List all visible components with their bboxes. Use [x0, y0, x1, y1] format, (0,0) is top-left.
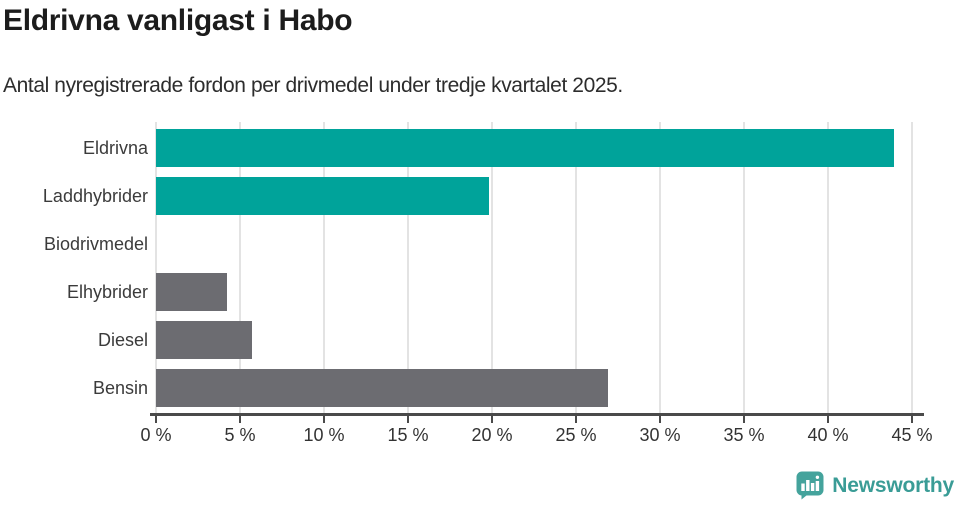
x-axis-line [150, 413, 924, 416]
x-axis-tick [323, 413, 325, 423]
y-axis-labels: Eldrivna Laddhybrider Biodrivmedel Elhybrid… [0, 124, 148, 412]
gridline [491, 122, 493, 413]
bar-row [156, 268, 922, 316]
newsworthy-logo-text: Newsworthy [832, 473, 954, 497]
x-axis-tick-label: 5 % [224, 425, 256, 445]
newsworthy-logo-icon [796, 471, 824, 500]
x-axis-tick [911, 413, 913, 423]
newsworthy-logo[interactable]: Newsworthy [796, 471, 954, 500]
bar-laddhybrider [156, 177, 489, 215]
bar-row [156, 172, 922, 220]
x-axis-tick-label: 15 % [387, 425, 429, 445]
y-axis-label: Elhybrider [66, 281, 148, 302]
bar-row [156, 364, 922, 412]
gridline [323, 122, 325, 413]
y-axis-label: Diesel [97, 329, 148, 350]
x-axis-tick-label: 45 % [891, 425, 933, 445]
bar-row [156, 124, 922, 172]
y-axis-label: Biodrivmedel [43, 233, 148, 254]
x-axis-tick [827, 413, 829, 423]
bar-rows [156, 124, 922, 412]
gridline [239, 122, 241, 413]
x-axis-tick [239, 413, 241, 423]
x-axis-tick [491, 413, 493, 423]
bar-diesel [156, 321, 252, 359]
x-axis-tick [155, 413, 157, 423]
chart-subtitle: Antal nyregistrerade fordon per drivmede… [3, 74, 623, 97]
bar-elhybrider [156, 273, 227, 311]
gridline [659, 122, 661, 413]
x-axis-tick-label: 25 % [555, 425, 597, 445]
x-axis-tick-label: 20 % [471, 425, 513, 445]
gridline [827, 122, 829, 413]
bar-eldrivna [156, 129, 894, 167]
x-axis-tick-label: 40 % [807, 425, 849, 445]
bar-row [156, 316, 922, 364]
y-axis-label: Eldrivna [82, 137, 148, 158]
y-axis-label: Laddhybrider [42, 185, 148, 206]
chart-title: Eldrivna vanligast i Habo [3, 4, 353, 37]
gridline [575, 122, 577, 413]
x-axis-tick-label: 35 % [723, 425, 765, 445]
gridline [155, 122, 157, 413]
x-axis-tick [407, 413, 409, 423]
x-axis-tick-label: 10 % [303, 425, 345, 445]
gridline [743, 122, 745, 413]
bar-row [156, 220, 922, 268]
x-axis-tick-label: 30 % [639, 425, 681, 445]
gridline [911, 122, 913, 413]
bar-bensin [156, 369, 608, 407]
x-axis-tick-label: 0 % [140, 425, 172, 445]
plot-area: 0 % 5 % 10 % 15 % 20 % 25 % 30 % 35 % 40 % 45 % [140, 122, 933, 445]
bar-chart: Eldrivna Laddhybrider Biodrivmedel Elhybrid… [0, 122, 960, 452]
x-axis-tick [575, 413, 577, 423]
gridline [407, 122, 409, 413]
x-axis-tick [743, 413, 745, 423]
y-axis-label: Bensin [92, 377, 148, 398]
x-axis-tick [659, 413, 661, 423]
